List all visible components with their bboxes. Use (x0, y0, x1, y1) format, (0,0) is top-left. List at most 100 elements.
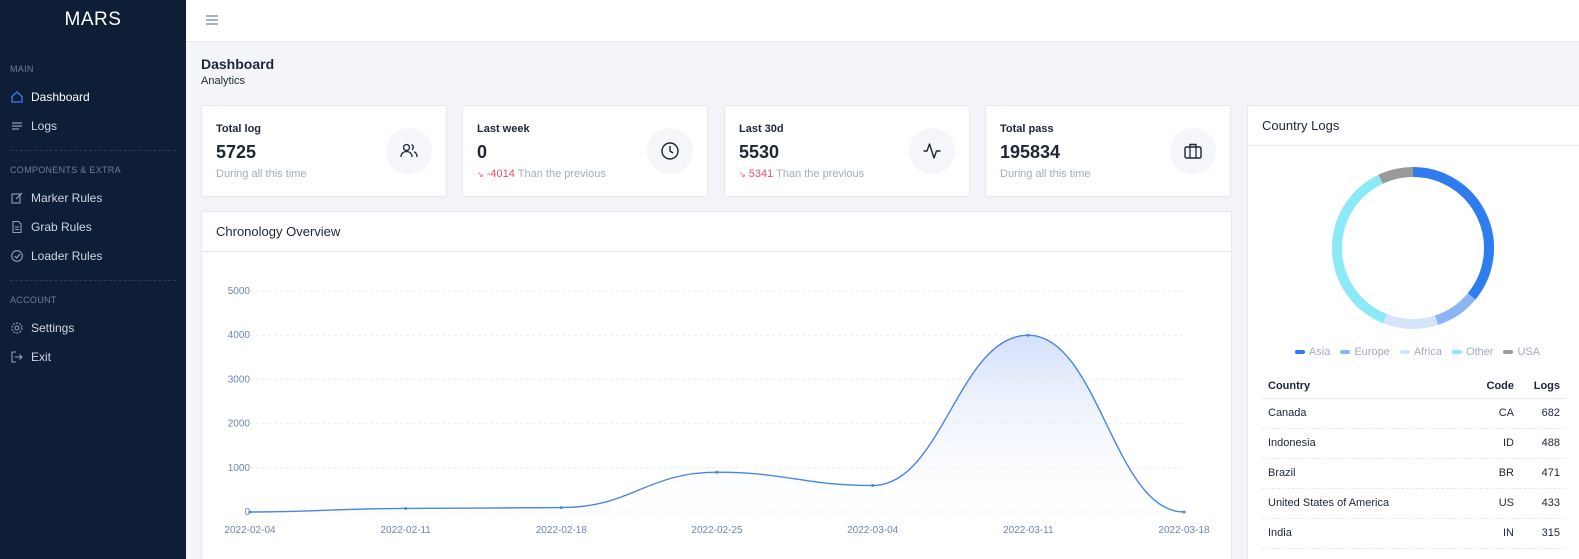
donut-slice-africa[interactable] (1383, 313, 1439, 329)
legend-item[interactable]: Africa (1399, 346, 1442, 358)
legend-label: USA (1517, 346, 1541, 358)
country-code: IN (1454, 518, 1514, 549)
table-row[interactable]: India IN 315 (1262, 518, 1566, 549)
series-line (249, 334, 1185, 513)
stat-value: 195834 (1000, 142, 1061, 162)
country-name: India (1262, 518, 1454, 549)
sidebar-divider (10, 280, 176, 281)
country-name: Brazil (1262, 458, 1454, 489)
sidebar-section-title: COMPONENTS & EXTRA (10, 165, 121, 175)
stat-foot: ↘ -4014 Than the previous (477, 168, 606, 180)
sidebar: MARS MAIN Dashboard Logs COMPONENTS & EXTRA… (0, 0, 186, 559)
legend-label: Asia (1308, 346, 1331, 358)
sidebar-item-exit[interactable]: Exit (0, 342, 186, 371)
donut-slice-other[interactable] (1332, 174, 1387, 324)
stat-foot: During all this time (1000, 168, 1090, 180)
country-logs-title: Country Logs (1248, 106, 1579, 146)
legend-item[interactable]: Other (1451, 346, 1494, 358)
col-country: Country (1262, 374, 1454, 399)
country-name: Indonesia (1262, 428, 1454, 459)
trend-down-icon: ↘ (477, 170, 484, 179)
donut-slice-europe[interactable] (1434, 293, 1476, 326)
sidebar-item-label: Exit (31, 349, 52, 364)
legend-swatch (1503, 350, 1514, 354)
table-row[interactable]: Indonesia ID 488 (1262, 428, 1566, 459)
country-logs: 488 (1514, 428, 1566, 459)
x-tick-label: 2022-02-11 (380, 525, 431, 536)
stat-card-total-pass: Total pass 195834 During all this time (985, 105, 1231, 197)
sidebar-item-label: Grab Rules (31, 219, 92, 234)
table-row[interactable]: Canada CA 682 (1262, 398, 1566, 429)
sidebar-divider (10, 150, 176, 151)
x-tick-label: 2022-03-18 (1158, 525, 1210, 536)
stat-foot-text: During all this time (216, 168, 307, 180)
users-icon (386, 128, 432, 174)
brand-logo[interactable]: MARS (64, 9, 122, 30)
data-point[interactable] (1026, 333, 1030, 337)
legend-swatch (1294, 350, 1305, 354)
stat-change: 5341 (748, 168, 774, 180)
stat-value: 5530 (739, 142, 780, 162)
sidebar-item-label: Marker Rules (31, 190, 103, 205)
stat-card-last-30d: Last 30d 5530 ↘ 5341 Than the previous (724, 105, 970, 197)
table-row[interactable]: United States of America US 433 (1262, 488, 1566, 519)
country-code: US (1454, 488, 1514, 519)
sidebar-item-marker-rules[interactable]: Marker Rules (0, 183, 186, 212)
country-code: ID (1454, 428, 1514, 459)
menu-toggle-icon[interactable] (204, 12, 220, 28)
stat-foot-text: Than the previous (776, 168, 865, 180)
legend-label: Africa (1413, 346, 1442, 358)
data-point[interactable] (871, 483, 875, 487)
col-logs: Logs (1514, 374, 1566, 399)
legend-swatch (1340, 350, 1351, 354)
country-legend: Asia Europe Africa Other USA (1248, 346, 1579, 358)
y-tick-label: 5000 (228, 286, 251, 297)
stat-foot-text: During all this time (1000, 168, 1091, 180)
y-tick-label: 1000 (228, 463, 251, 474)
x-tick-label: 2022-02-25 (691, 525, 743, 536)
stat-foot: ↘ 5341 Than the previous (739, 168, 864, 180)
legend-swatch (1399, 350, 1410, 354)
donut-slice-asia[interactable] (1412, 167, 1494, 300)
country-logs: 471 (1514, 458, 1566, 489)
x-tick-label: 2022-02-04 (224, 525, 276, 536)
country-table: Country Code Logs Canada CA 682 Indonesia ID… (1262, 374, 1566, 549)
edit-icon (10, 191, 24, 205)
legend-item[interactable]: Asia (1294, 346, 1331, 358)
sidebar-item-label: Settings (31, 320, 75, 335)
y-tick-label: 2000 (228, 419, 251, 430)
stat-foot-text: Than the previous (517, 168, 606, 180)
data-point[interactable] (1182, 510, 1186, 514)
sidebar-item-label: Logs (31, 118, 58, 133)
data-point[interactable] (715, 470, 719, 474)
sidebar-item-loader-rules[interactable]: Loader Rules (0, 241, 186, 270)
data-point[interactable] (559, 506, 563, 510)
stat-label: Total log (216, 123, 262, 135)
sidebar-item-label: Dashboard (31, 89, 90, 104)
legend-item[interactable]: USA (1503, 346, 1540, 358)
stat-card-last-week: Last week 0 ↘ -4014 Than the previous (462, 105, 708, 197)
table-row[interactable]: Brazil BR 471 (1262, 458, 1566, 489)
stat-value: 0 (477, 142, 488, 162)
legend-label: Other (1465, 346, 1494, 358)
sidebar-item-dashboard[interactable]: Dashboard (0, 82, 186, 111)
series-area (250, 335, 1184, 512)
country-logs: 433 (1514, 488, 1566, 519)
sidebar-item-logs[interactable]: Logs (0, 111, 186, 140)
legend-item[interactable]: Europe (1340, 346, 1390, 358)
topbar (186, 0, 1579, 42)
briefcase-icon (1170, 128, 1216, 174)
data-point[interactable] (248, 510, 252, 514)
sidebar-item-grab-rules[interactable]: Grab Rules (0, 212, 186, 241)
page-title: Dashboard (201, 56, 275, 72)
data-point[interactable] (404, 506, 408, 510)
legend-swatch (1451, 350, 1462, 354)
country-donut-chart (1332, 167, 1494, 329)
sidebar-item-settings[interactable]: Settings (0, 313, 186, 342)
chronology-title: Chronology Overview (202, 212, 1231, 252)
donut-slice-usa[interactable] (1378, 167, 1414, 184)
check-circle-icon (10, 249, 24, 263)
page-subtitle: Analytics (201, 75, 246, 87)
stat-foot: During all this time (216, 168, 306, 180)
chronology-card: Chronology Overview 0 1000 2000 3000 4000 500… (201, 211, 1232, 559)
